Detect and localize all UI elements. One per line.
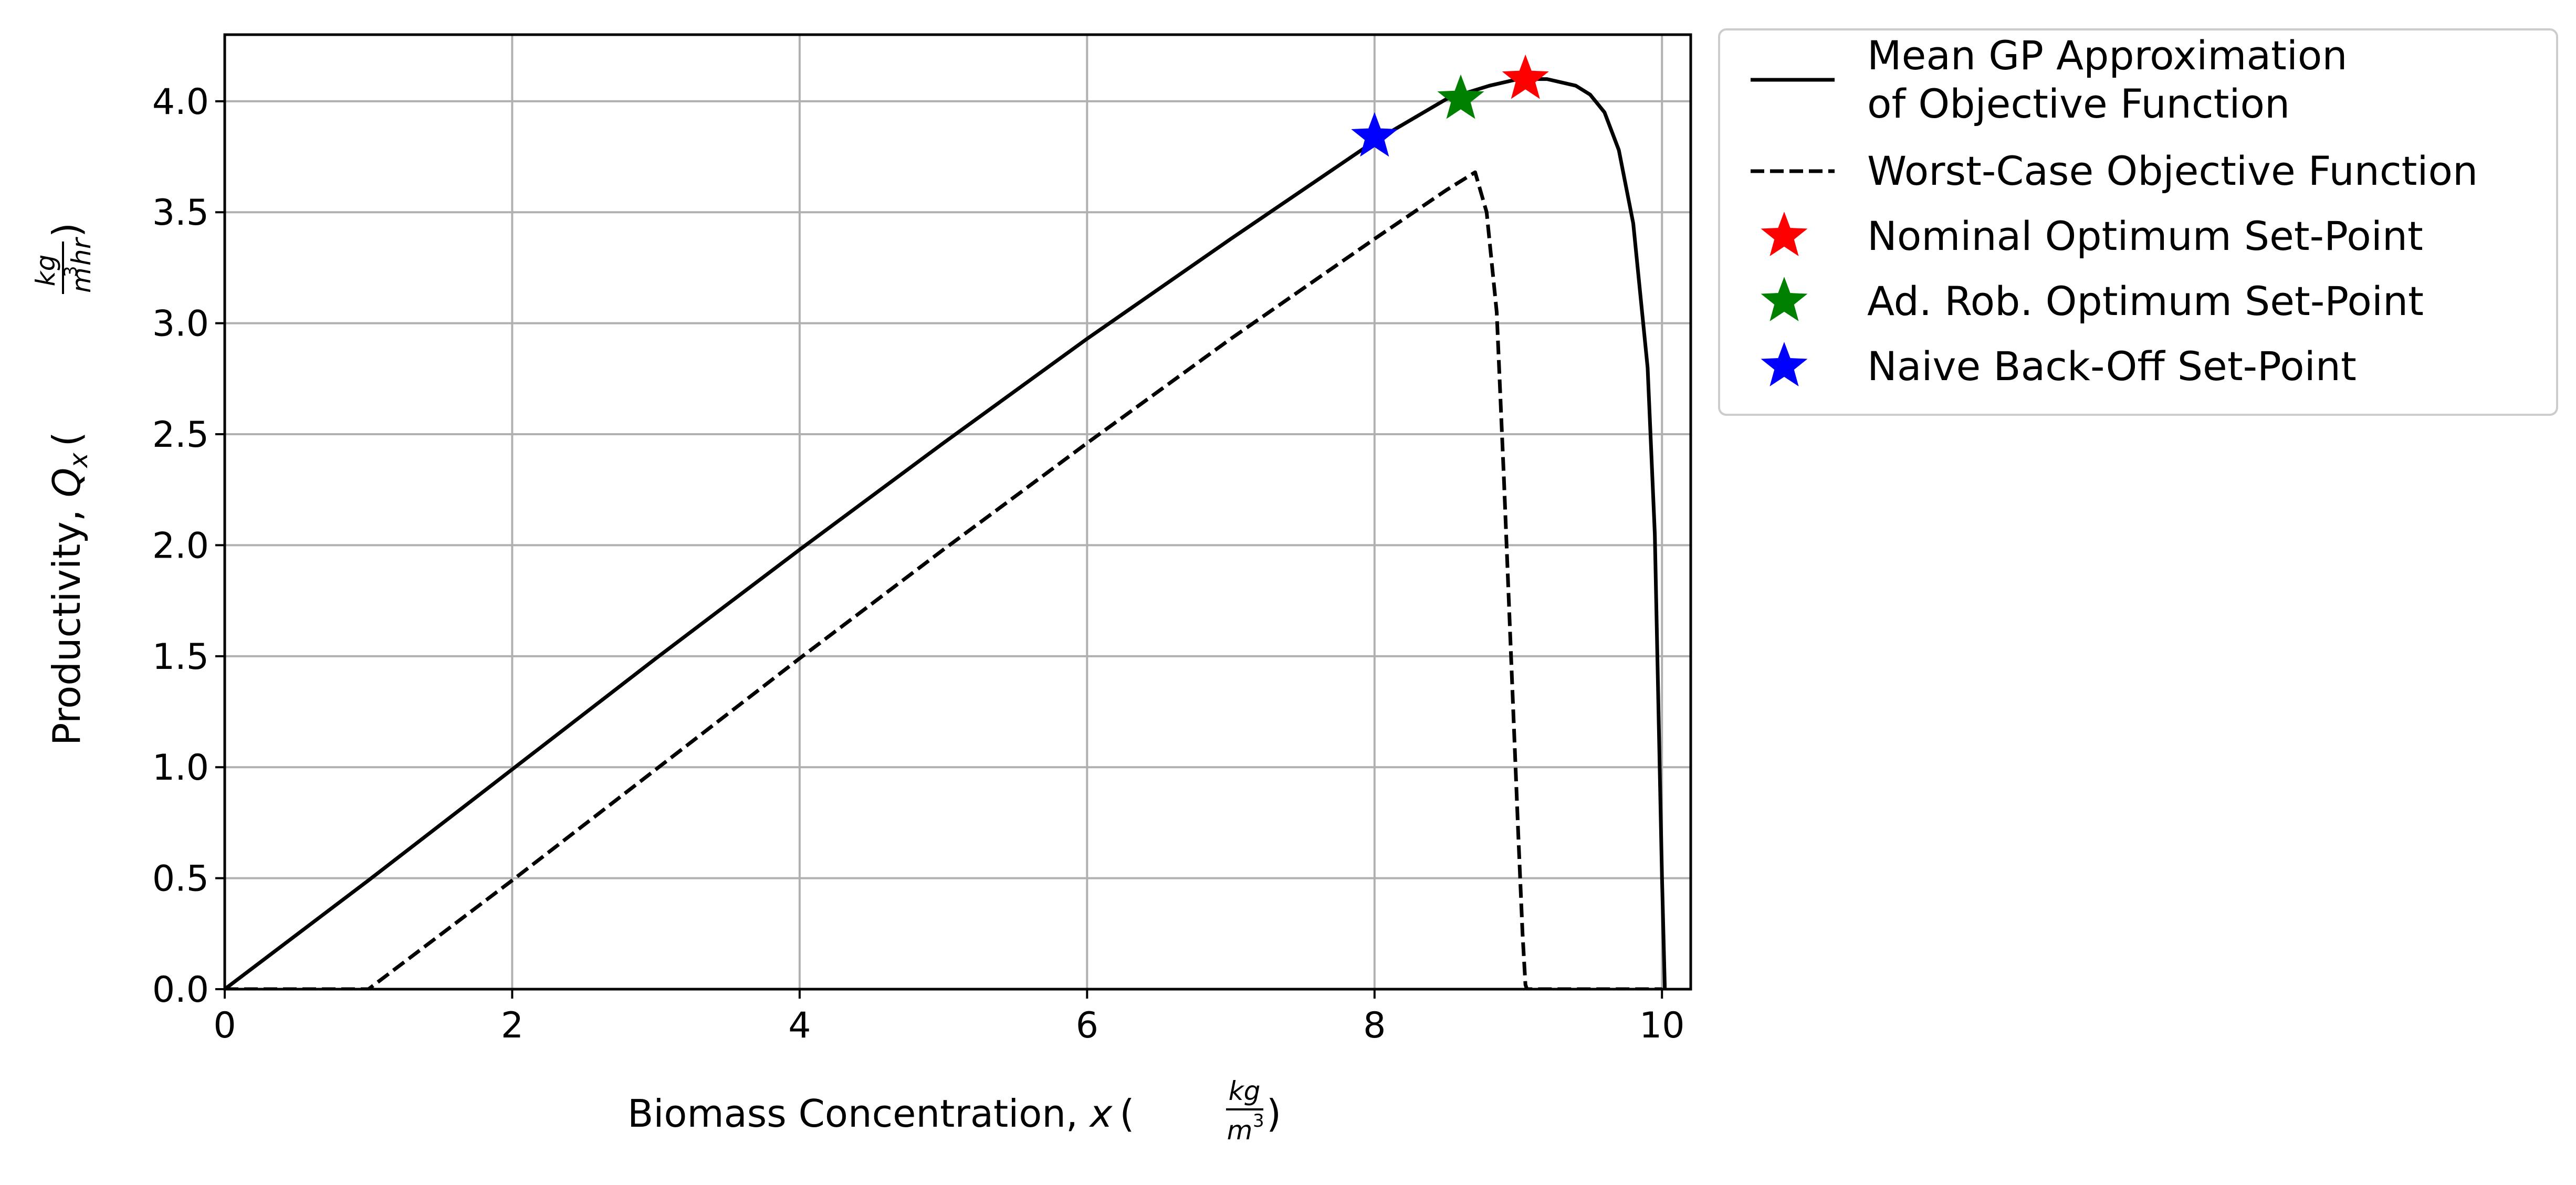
svg-text:): ) [45, 223, 89, 237]
legend-entry-nominal: Nominal Optimum Set-Point [1761, 212, 2423, 259]
marker-ad-rob-optimum [1437, 74, 1484, 119]
y-axis-title-variable-subscript: x [64, 453, 93, 469]
x-axis-title: Biomass Concentration, x( kg m 3 ) [627, 1076, 1281, 1146]
y-tick-label: 2.0 [152, 525, 209, 567]
x-axis-title-prefix: Biomass Concentration, [627, 1092, 1090, 1136]
legend-label: Worst-Case Objective Function [1867, 148, 2478, 194]
x-tick-label: 10 [1639, 1005, 1685, 1046]
marker-naive-back-off [1351, 112, 1398, 157]
y-tick-label: 2.5 [152, 414, 209, 456]
legend-label: Naive Back-Off Set-Point [1867, 343, 2357, 390]
svg-text:): ) [1266, 1092, 1281, 1136]
y-axis-title: Productivity, Qx( kg m 3 hr ) [30, 223, 97, 746]
x-axis-unit-denominator: m [1227, 1115, 1253, 1146]
svg-text:Productivity, Qx(: Productivity, Qx( [45, 432, 93, 746]
legend-entry-worst-case: Worst-Case Objective Function [1751, 148, 2478, 194]
legend-swatch-star [1761, 342, 1808, 386]
y-axis-unit-denominator: m [66, 267, 97, 293]
y-tick-label: 0.5 [152, 858, 209, 900]
y-tick-label: 3.0 [152, 303, 209, 345]
x-tick-label: 2 [501, 1005, 523, 1046]
x-axis-unit-denominator-exponent: 3 [1253, 1110, 1264, 1131]
y-tick-label: 1.5 [152, 636, 209, 678]
x-tick-label: 0 [213, 1005, 236, 1046]
grid-layer [224, 35, 1691, 990]
legend-label: of Objective Function [1867, 80, 2290, 127]
legend-label: Nominal Optimum Set-Point [1867, 213, 2423, 259]
y-axis-unit-numerator: kg [30, 255, 61, 287]
marker-layer [1351, 54, 1549, 157]
legend-swatch-star [1761, 212, 1808, 256]
legend-entry-ad-rob: Ad. Rob. Optimum Set-Point [1761, 277, 2424, 324]
series-line-worst-case [225, 170, 1662, 989]
y-tick-label: 3.5 [152, 192, 209, 234]
legend-label: Mean GP Approximation [1867, 32, 2348, 79]
legend-frame [1718, 28, 2558, 416]
legend-label: Ad. Rob. Optimum Set-Point [1867, 278, 2424, 324]
series-layer [225, 77, 1667, 989]
plot-area-frame [223, 33, 1692, 991]
marker-nominal-optimum [1502, 54, 1549, 99]
x-axis-title-variable: x [1089, 1092, 1113, 1136]
svg-text:Biomass Concentration, x(: Biomass Concentration, x( [627, 1092, 1134, 1136]
legend-swatch-star [1761, 277, 1808, 321]
ticks-layer: 0 2 4 6 8 10 0.0 0.5 1.0 1.5 2.0 2.5 3.0 3.5 4.0 [152, 81, 1685, 1046]
x-axis-unit-numerator: kg [1229, 1076, 1261, 1106]
y-axis-title-variable: Q [45, 468, 89, 498]
y-tick-label: 0.0 [152, 969, 209, 1011]
legend-entry-naive: Naive Back-Off Set-Point [1761, 342, 2357, 390]
y-tick-label: 1.0 [152, 747, 209, 789]
y-axis-unit-denominator-rest: hr [66, 236, 97, 266]
x-tick-label: 4 [788, 1005, 811, 1046]
series-line-mean-gp [225, 77, 1667, 989]
y-tick-label: 4.0 [152, 81, 209, 123]
x-tick-label: 8 [1363, 1005, 1386, 1046]
y-axis-title-prefix: Productivity, [45, 497, 89, 746]
x-tick-label: 6 [1076, 1005, 1098, 1046]
y-axis-unit-denominator-exponent: 3 [60, 266, 81, 277]
